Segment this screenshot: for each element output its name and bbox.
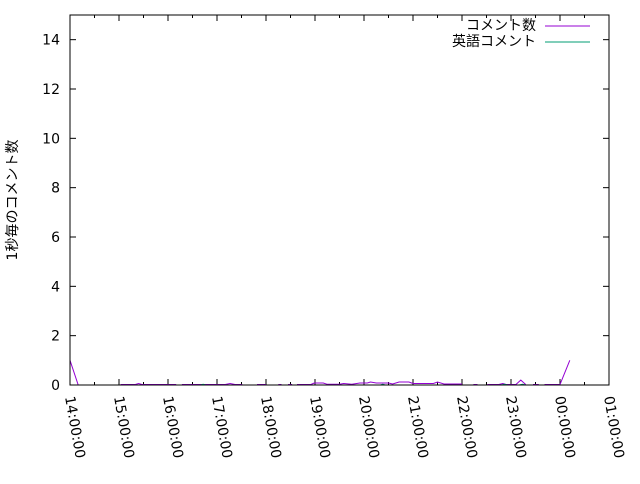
y-tick-label: 12 <box>42 82 60 98</box>
y-tick-label: 0 <box>51 378 60 394</box>
x-tick-label: 17:00:00 <box>208 395 235 460</box>
y-tick-label: 6 <box>51 230 60 246</box>
y-axis-label: 1秒毎のコメント数 <box>5 140 21 261</box>
legend-label-0: コメント数 <box>466 18 536 34</box>
x-tick-label: 23:00:00 <box>502 395 529 460</box>
y-tick-label: 10 <box>42 131 60 147</box>
x-tick-label: 16:00:00 <box>159 395 186 460</box>
y-tick-label: 8 <box>51 181 60 197</box>
x-tick-label: 15:00:00 <box>110 395 137 460</box>
x-tick-label: 18:00:00 <box>257 395 284 460</box>
series-line-0 <box>69 360 571 386</box>
y-tick-label: 4 <box>51 279 60 295</box>
x-tick-label: 20:00:00 <box>355 395 382 460</box>
legend: コメント数 英語コメント <box>452 18 590 50</box>
legend-label-1: 英語コメント <box>452 33 536 50</box>
x-tick-label: 21:00:00 <box>404 395 431 460</box>
x-tick-label: 00:00:00 <box>551 395 578 460</box>
x-tick-label: 01:00:00 <box>600 395 627 460</box>
y-tick-label: 14 <box>42 33 60 49</box>
x-tick-label: 14:00:00 <box>61 395 88 460</box>
x-tick-label: 19:00:00 <box>306 395 333 460</box>
x-tick-label: 22:00:00 <box>453 395 480 460</box>
plot-frame <box>69 14 610 386</box>
y-tick-label: 2 <box>51 329 60 345</box>
